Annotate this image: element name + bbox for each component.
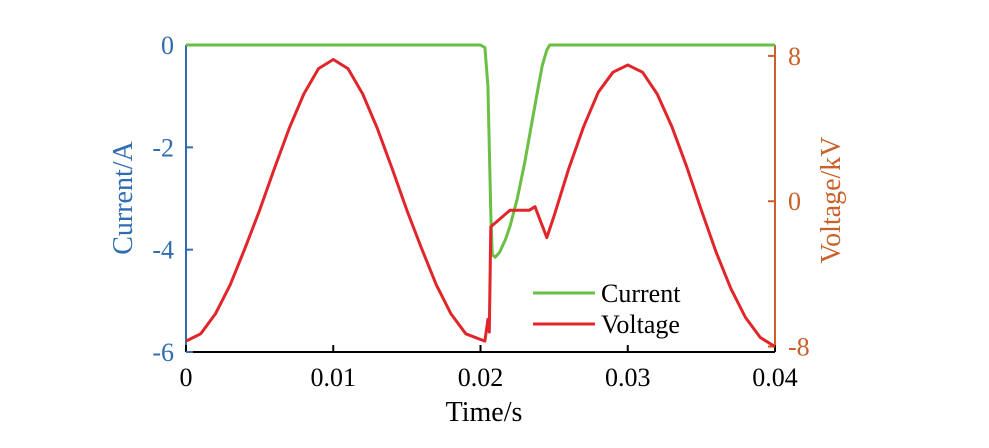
x-tick-label: 0.04 [752, 363, 798, 392]
x-tick-label: 0 [180, 363, 193, 392]
legend-label-voltage: Voltage [601, 310, 680, 339]
legend-label-current: Current [601, 279, 681, 308]
x-ticks: 0 0.01 0.02 0.03 0.04 [180, 345, 798, 392]
y-right-tick-label: 8 [788, 42, 801, 71]
left-y-axis-title: Current/A [108, 140, 139, 254]
right-y-axis-title: Voltage/kV [816, 136, 847, 263]
x-axis-title: Time/s [446, 397, 523, 428]
y-right-tick-label: 0 [788, 187, 801, 216]
series-line-current [186, 43, 775, 259]
legend: Current Voltage [533, 279, 681, 339]
y-left-tick-label: 0 [161, 31, 174, 60]
x-tick-label: 0.02 [458, 363, 504, 392]
y-right-tick-label: -8 [788, 333, 810, 362]
series-line-voltage [186, 58, 776, 348]
y-left-tick-label: -4 [152, 236, 174, 265]
y-left-tick-label: -2 [152, 133, 174, 162]
y-left-tick-label: -6 [152, 338, 174, 367]
y-left-ticks: 0 -2 -4 -6 [152, 31, 193, 367]
x-tick-label: 0.01 [311, 363, 357, 392]
x-tick-label: 0.03 [605, 363, 651, 392]
